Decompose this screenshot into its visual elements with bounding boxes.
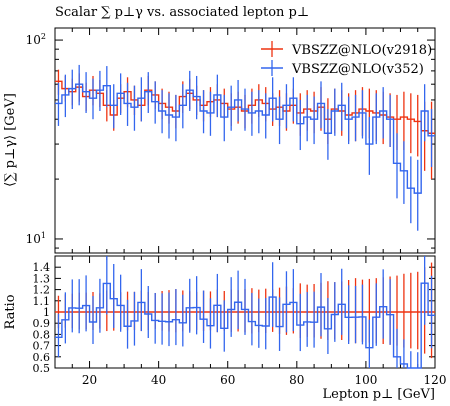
x-tick-label: 100 <box>354 373 377 387</box>
ratio-tick-label: 1.1 <box>33 295 51 308</box>
legend: VBSZZ@NLO(v2918) VBSZZ@NLO(v352) <box>261 41 432 77</box>
ratio-tick-label: 1.3 <box>33 272 51 285</box>
x-tick-label: 120 <box>424 373 447 387</box>
ratio-tick-label: 0.9 <box>33 317 51 330</box>
legend-label: VBSZZ@NLO(v2918) <box>291 43 432 58</box>
x-tick-label: 40 <box>151 373 166 387</box>
ratio-tick-label: 0.8 <box>33 328 51 341</box>
ratio-tick-label: 0.6 <box>33 351 51 364</box>
ratio-tick-label: 1.2 <box>33 284 51 297</box>
ratio-series-group <box>55 256 435 368</box>
main-y-tick-labels: 101 102 <box>26 32 46 246</box>
x-tick-label: 20 <box>82 373 97 387</box>
main-series-group <box>55 65 435 231</box>
y-axis-label: ⟨∑ p⊥γ⟩ [GeV] <box>3 93 18 187</box>
legend-entry: VBSZZ@NLO(v352) <box>261 60 424 77</box>
x-axis-label: Lepton p⊥ [GeV] <box>323 387 436 402</box>
y-tick-label: 101 <box>26 231 46 246</box>
ratio-tick-label: 1 <box>43 306 50 319</box>
ratio-axis-label: Ratio <box>3 294 18 329</box>
ratio-tick-label: 1.4 <box>33 261 51 274</box>
ratio-y-tick-labels: 0.50.60.70.80.911.11.21.31.4 <box>33 261 51 375</box>
series-1 <box>55 65 435 231</box>
x-tick-labels: 20 40 60 80 100 120 <box>82 373 447 387</box>
x-tick-label: 60 <box>220 373 235 387</box>
x-tick-label: 80 <box>289 373 304 387</box>
legend-label: VBSZZ@NLO(v352) <box>291 62 424 77</box>
legend-entry: VBSZZ@NLO(v2918) <box>261 41 432 58</box>
ratio-tick-label: 0.5 <box>33 362 51 375</box>
ratio-panel: 0.50.60.70.80.911.11.21.31.4 <box>33 256 436 375</box>
ratio-tick-label: 0.7 <box>33 340 51 353</box>
chart-title: Scalar ∑ p⊥γ vs. associated lepton p⊥ <box>55 5 309 20</box>
y-tick-label: 102 <box>26 32 46 47</box>
